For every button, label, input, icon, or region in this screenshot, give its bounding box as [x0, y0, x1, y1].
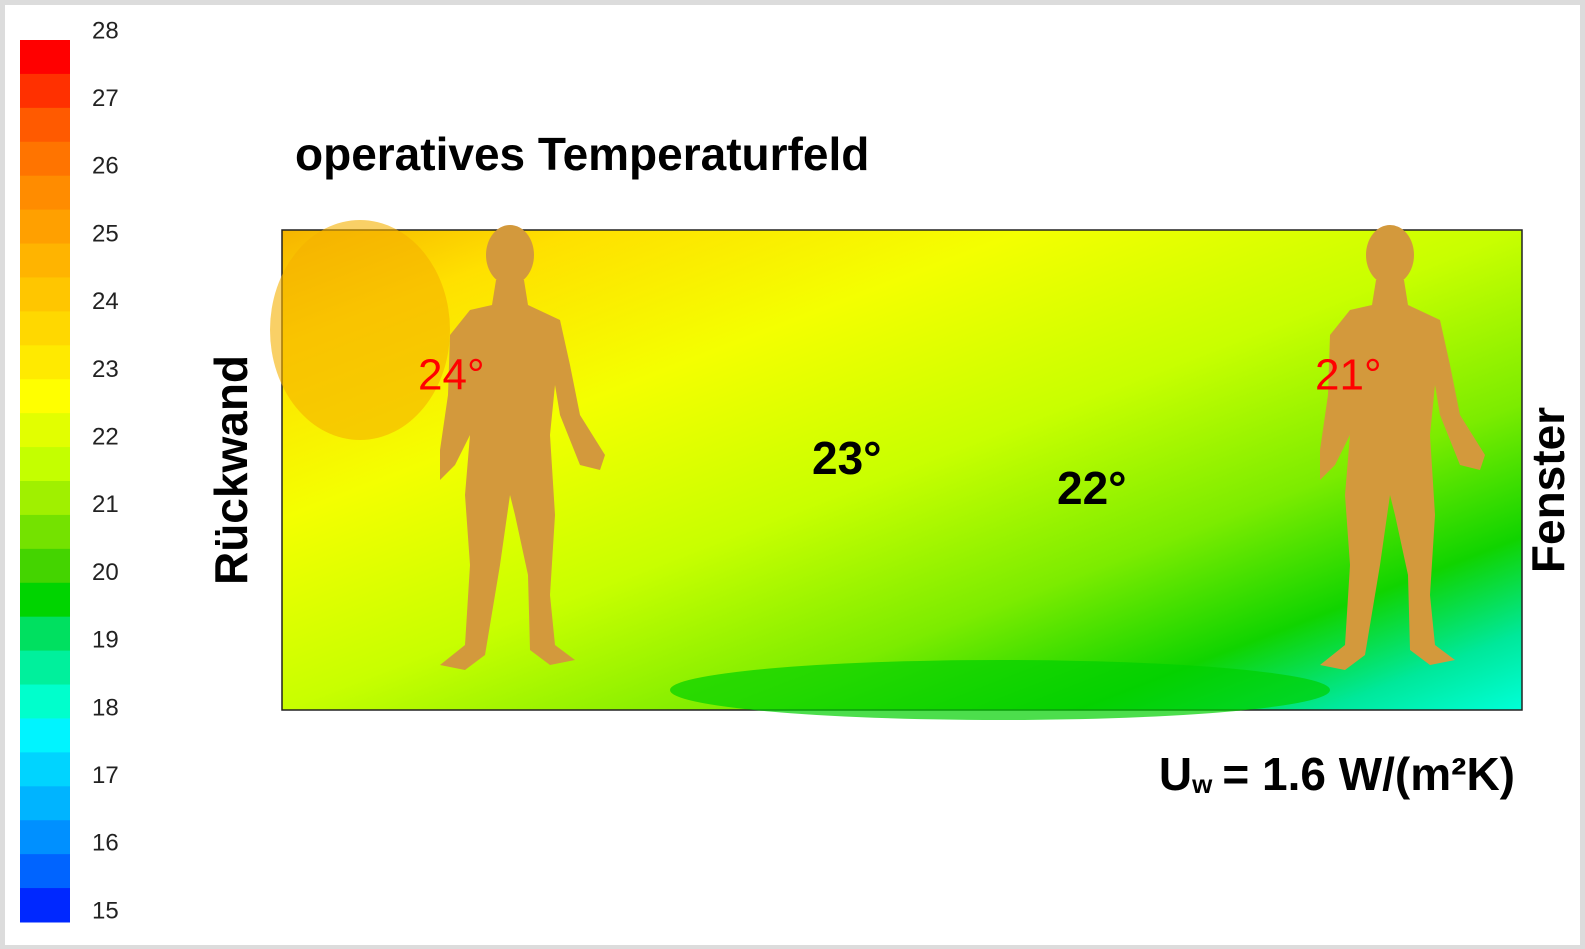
colorbar-segment	[20, 616, 70, 652]
colorbar-tick-label: 25	[92, 220, 119, 247]
colorbar-segment	[20, 820, 70, 855]
colorbar-tick-label: 22	[92, 423, 119, 450]
colorbar-tick-label: 21	[92, 491, 119, 518]
colorbar-segment	[20, 752, 70, 787]
colorbar-tick-label: 16	[92, 830, 119, 857]
colorbar-tick-label: 26	[92, 153, 119, 180]
colorbar-tick-label: 23	[92, 356, 119, 383]
note-symbol: U	[1159, 748, 1192, 800]
u-value-note: Uw = 1.6 W/(m²K)	[1159, 748, 1515, 800]
colorbar-tick-label: 20	[92, 559, 119, 586]
colorbar-segment	[20, 514, 70, 550]
colorbar-tick-label: 15	[92, 897, 119, 924]
colorbar-segment	[20, 243, 70, 278]
colorbar-segment	[20, 209, 70, 245]
colorbar-segment	[20, 141, 70, 177]
colorbar-segment	[20, 888, 70, 923]
note-subscript: w	[1191, 769, 1213, 799]
colorbar-segment	[20, 175, 70, 211]
temperature-annotation: 21°	[1315, 351, 1382, 400]
colorbar-segment	[20, 311, 70, 346]
contour-band	[270, 220, 450, 440]
colorbar-segment	[20, 107, 70, 143]
colorbar-segment	[20, 582, 70, 618]
colorbar-tick-label: 27	[92, 85, 119, 112]
temperature-annotation: 24°	[418, 351, 485, 400]
colorbar-segment	[20, 277, 70, 312]
colorbar-tick-label: 28	[92, 17, 119, 44]
colorbar-segment	[20, 786, 70, 821]
colorbar-segment	[20, 379, 70, 414]
colorbar-segment	[20, 345, 70, 380]
colorbar-segment	[20, 413, 70, 448]
colorbar-segment	[20, 481, 70, 516]
colorbar-segment	[20, 854, 70, 889]
colorbar-tick-label: 18	[92, 694, 119, 721]
left-label: Rückwand	[205, 355, 257, 585]
contour-band	[670, 660, 1330, 720]
colorbar-tick-label: 19	[92, 627, 119, 654]
note-rest: = 1.6 W/(m²K)	[1222, 748, 1515, 800]
colorbar-segment	[20, 650, 70, 686]
right-label: Fenster	[1522, 407, 1574, 573]
colorbar-tick-label: 17	[92, 762, 119, 789]
colorbar-segment	[20, 40, 70, 75]
colorbar-tick-label: 24	[92, 288, 119, 315]
temperature-annotation: 22°	[1057, 462, 1127, 514]
colorbar-segment	[20, 718, 70, 753]
colorbar-segment	[20, 447, 70, 482]
chart-title: operatives Temperaturfeld	[295, 128, 869, 180]
colorbar-segment	[20, 548, 70, 584]
colorbar-segment	[20, 73, 70, 109]
temperature-annotation: 23°	[812, 432, 882, 484]
colorbar-segment	[20, 684, 70, 719]
